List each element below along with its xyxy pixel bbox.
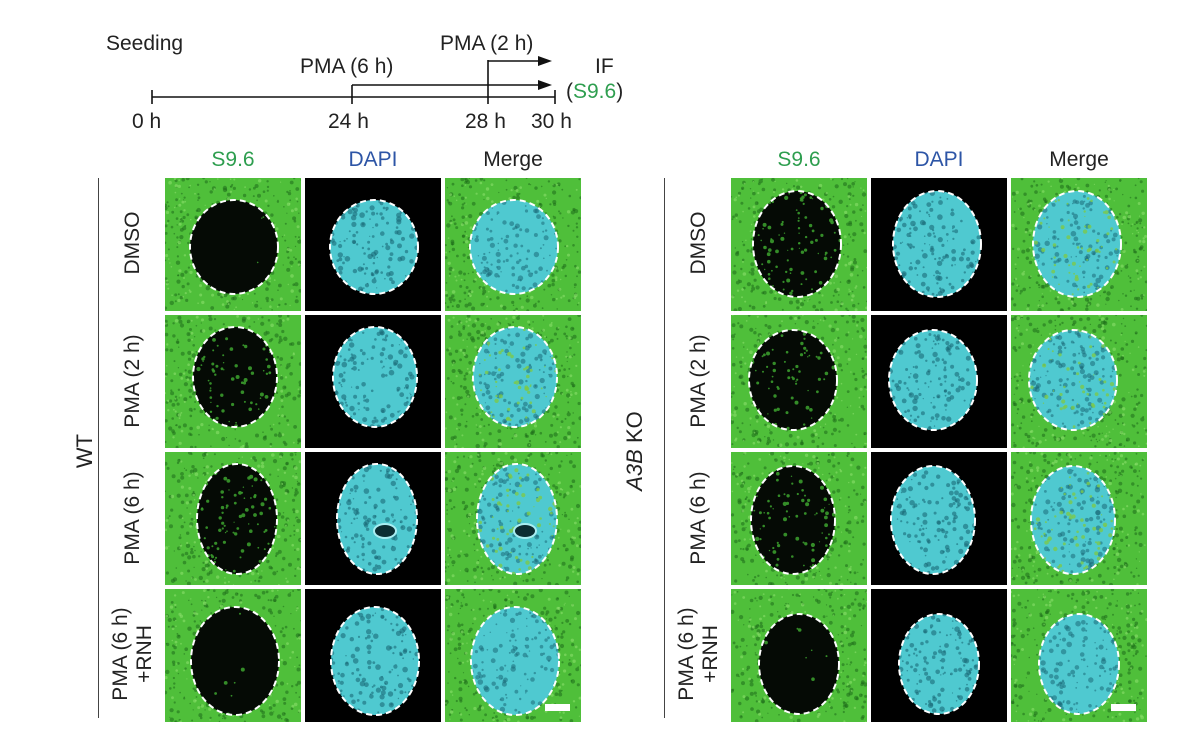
micrograph-wt-pma2-s96 [165, 315, 301, 448]
group-label-wt: WT [72, 406, 98, 496]
ko-gene-name: A3B [622, 449, 647, 491]
micrograph-wt-pma6-rnh-s96 [165, 589, 301, 722]
row-label-ko-pma2: PMA (2 h) [687, 316, 711, 446]
row-label-wt-dmso: DMSO [121, 178, 145, 308]
row-label-ko-pma6: PMA (6 h) [687, 453, 711, 583]
row-label-ko-pma6-rnh: PMA (6 h) +RNH [675, 579, 723, 729]
tick-28h: 28 h [465, 110, 506, 134]
ko-suffix: KO [622, 411, 647, 443]
col-header-s96-wt: S9.6 [165, 148, 301, 172]
row-label-wt-pma2: PMA (2 h) [121, 316, 145, 446]
micrograph-ko-pma6-rnh-merge [1011, 589, 1147, 722]
micrograph-ko-pma2-s96 [731, 315, 867, 448]
micrograph-wt-pma2-dapi [305, 315, 441, 448]
divider-line-ko [664, 178, 665, 718]
row-label-ko-dmso: DMSO [687, 178, 711, 308]
row-label-wt-pma6-rnh: PMA (6 h) +RNH [109, 579, 157, 729]
row-label-wt-pma6: PMA (6 h) [121, 453, 145, 583]
micrograph-ko-pma6-merge [1011, 452, 1147, 585]
micrograph-ko-pma6-rnh-dapi [871, 589, 1007, 722]
micrograph-wt-pma2-merge [445, 315, 581, 448]
micrograph-ko-dmso-s96 [731, 178, 867, 311]
micrograph-wt-pma6-s96 [165, 452, 301, 585]
scale-bar-icon [1111, 704, 1136, 711]
divider-line-wt [98, 178, 99, 718]
micrograph-wt-dmso-dapi [305, 178, 441, 311]
col-header-s96-ko: S9.6 [731, 148, 867, 172]
micrograph-wt-pma6-merge [445, 452, 581, 585]
scale-bar-icon [545, 704, 570, 711]
micrograph-ko-pma2-merge [1011, 315, 1147, 448]
col-header-merge-ko: Merge [1011, 148, 1147, 172]
micrograph-wt-pma6-rnh-dapi [305, 589, 441, 722]
micrograph-wt-dmso-s96 [165, 178, 301, 311]
micrograph-ko-pma6-rnh-s96 [731, 589, 867, 722]
col-header-merge-wt: Merge [445, 148, 581, 172]
micrograph-ko-pma2-dapi [871, 315, 1007, 448]
micrograph-ko-dmso-merge [1011, 178, 1147, 311]
arrow-right-icon [538, 56, 552, 90]
micrograph-ko-pma6-dapi [871, 452, 1007, 585]
micrograph-wt-pma6-rnh-merge [445, 589, 581, 722]
micrograph-ko-dmso-dapi [871, 178, 1007, 311]
tick-30h: 30 h [531, 110, 572, 134]
micrograph-wt-pma6-dapi [305, 452, 441, 585]
micrograph-wt-dmso-merge [445, 178, 581, 311]
micrograph-ko-pma6-s96 [731, 452, 867, 585]
group-label-ko: A3B KO [622, 396, 648, 506]
tick-0h: 0 h [132, 110, 161, 134]
col-header-dapi-ko: DAPI [871, 148, 1007, 172]
tick-24h: 24 h [328, 110, 369, 134]
col-header-dapi-wt: DAPI [305, 148, 441, 172]
